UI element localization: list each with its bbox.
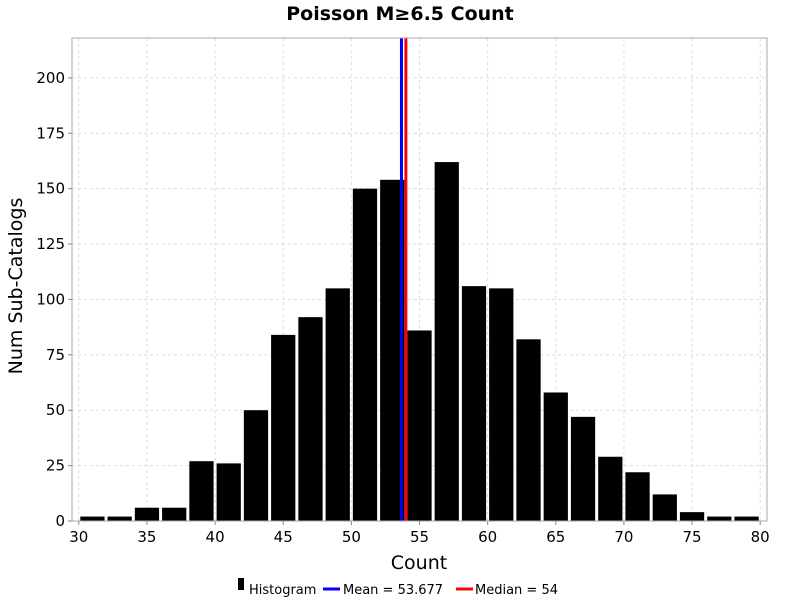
histogram-bar <box>298 317 323 521</box>
histogram-bar <box>679 512 705 521</box>
x-tick-label: 60 <box>478 528 497 546</box>
x-tick-label: 75 <box>683 528 702 546</box>
y-tick-label: 175 <box>36 124 65 142</box>
x-tick-label: 80 <box>751 528 770 546</box>
y-tick-label: 25 <box>46 457 65 475</box>
x-tick-label: 65 <box>546 528 565 546</box>
legend-mean-label: Mean = 53.677 <box>343 583 443 598</box>
legend-median-label: Median = 54 <box>475 583 558 598</box>
histogram-bar <box>352 188 378 521</box>
histogram-bar <box>598 456 623 521</box>
y-axis-ticks: 0 25 50 75 100 125 150 175 200 <box>36 69 72 530</box>
histogram-bar <box>107 516 132 521</box>
histogram-bar <box>407 330 432 521</box>
histogram-bar <box>707 516 732 521</box>
histogram-bar <box>189 461 214 521</box>
y-tick-label: 0 <box>55 512 65 530</box>
histogram-bar <box>216 463 241 521</box>
x-tick-label: 45 <box>274 528 293 546</box>
y-tick-label: 150 <box>36 180 65 198</box>
histogram-bar <box>243 410 269 521</box>
x-tick-label: 40 <box>206 528 225 546</box>
histogram-bar <box>489 288 514 521</box>
histogram-bar <box>271 334 296 521</box>
x-tick-label: 35 <box>137 528 156 546</box>
x-axis-label: Count <box>391 552 447 574</box>
x-tick-label: 70 <box>614 528 633 546</box>
y-axis-label: Num Sub-Catalogs <box>5 198 27 375</box>
histogram-bar <box>543 392 568 521</box>
histogram-bar <box>734 516 759 521</box>
histogram-bar <box>570 416 596 521</box>
legend-histogram-label: Histogram <box>249 583 316 598</box>
y-tick-label: 200 <box>36 69 65 87</box>
histogram-bar <box>625 472 650 521</box>
histogram-bar <box>652 494 677 521</box>
histogram-bar <box>134 507 160 521</box>
x-tick-label: 50 <box>342 528 361 546</box>
x-tick-label: 30 <box>69 528 88 546</box>
histogram-bar <box>434 162 459 521</box>
legend: Histogram Mean = 53.677 Median = 54 <box>238 578 558 598</box>
reference-lines <box>399 38 408 521</box>
y-tick-label: 50 <box>46 401 65 419</box>
y-tick-label: 75 <box>46 346 65 364</box>
legend-histogram-swatch <box>238 578 244 590</box>
y-tick-label: 100 <box>36 290 65 308</box>
x-axis-ticks: 30 35 40 45 50 55 60 65 70 75 80 <box>69 521 770 546</box>
histogram-bar <box>516 339 541 521</box>
histogram-bar <box>162 507 187 521</box>
histogram-bar <box>80 516 105 521</box>
y-tick-label: 125 <box>36 235 65 253</box>
histogram-bars <box>80 162 759 522</box>
histogram-bar <box>325 288 350 521</box>
histogram-bar <box>461 286 487 521</box>
chart-title: Poisson M≥6.5 Count <box>286 3 514 25</box>
x-tick-label: 55 <box>410 528 429 546</box>
